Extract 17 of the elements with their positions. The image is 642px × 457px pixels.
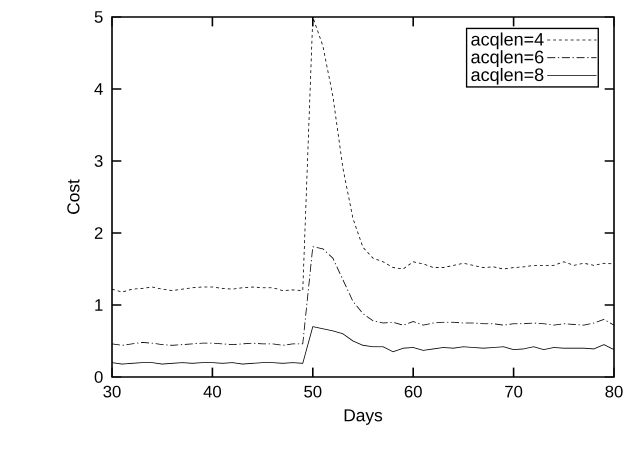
- x-tick-label: 40: [204, 386, 222, 398]
- legend-label: acqlen=8: [471, 68, 544, 85]
- x-tick-label: 60: [404, 386, 422, 398]
- x-axis-title: Days: [344, 409, 382, 425]
- x-tick-label: 50: [304, 386, 322, 398]
- x-tick-label: 80: [605, 386, 623, 398]
- y-tick-label: 1: [95, 299, 102, 311]
- legend-label: acqlen=6: [471, 50, 544, 67]
- y-axis-title: Cost: [67, 179, 80, 214]
- x-tick-label: 70: [505, 386, 522, 398]
- y-tick-label: 5: [94, 11, 103, 23]
- y-tick-label: 3: [94, 155, 103, 167]
- y-tick-label: 2: [94, 227, 102, 239]
- x-tick-label: 30: [103, 386, 121, 398]
- legend-label: acqlen=4: [471, 32, 544, 50]
- y-tick-label: 0: [94, 371, 103, 383]
- y-tick-label: 4: [94, 83, 103, 95]
